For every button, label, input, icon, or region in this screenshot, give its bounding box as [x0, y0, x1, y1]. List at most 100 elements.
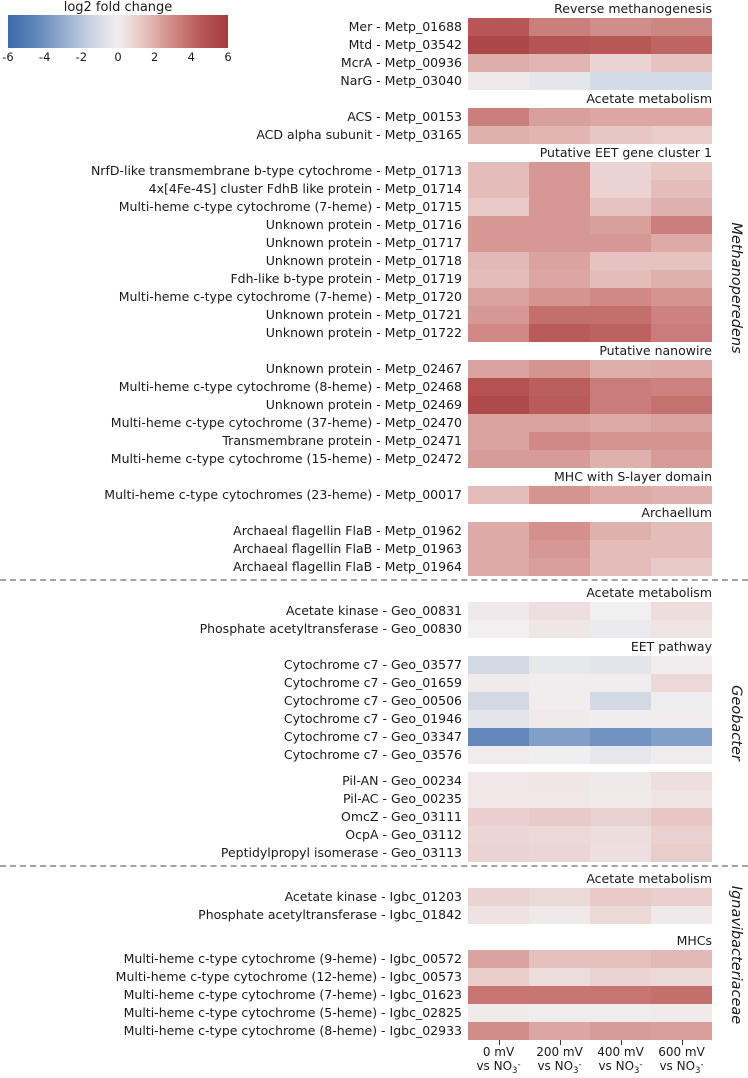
heatmap-cell	[590, 432, 651, 450]
heatmap-cell	[651, 324, 712, 342]
heatmap-cell	[651, 1022, 712, 1040]
x-axis-vs-text: vs NO	[598, 1059, 635, 1073]
heatmap-cell	[590, 198, 651, 216]
heatmap-row-cells	[468, 950, 712, 968]
heatmap-cell	[651, 36, 712, 54]
heatmap-row-cells	[468, 324, 712, 342]
heatmap-cell	[529, 288, 590, 306]
heatmap-cell	[529, 710, 590, 728]
heatmap-cell	[590, 180, 651, 198]
heatmap-cell	[529, 396, 590, 414]
heatmap-row: Unknown protein - Metp_01717	[0, 234, 748, 252]
row-label: Multi-heme c-type cytochrome (7-heme) - …	[123, 987, 462, 1002]
row-label: ACD alpha subunit - Metp_03165	[256, 127, 462, 142]
heatmap-cell	[468, 772, 529, 790]
heatmap-cell	[651, 540, 712, 558]
heatmap-cell	[651, 656, 712, 674]
heatmap-row: Multi-heme c-type cytochrome (9-heme) - …	[0, 950, 748, 968]
heatmap-cell	[590, 746, 651, 764]
heatmap-cell	[529, 234, 590, 252]
heatmap-row-cells	[468, 522, 712, 540]
heatmap-row-cells	[468, 844, 712, 862]
heatmap-row: Cytochrome c7 - Geo_03576	[0, 746, 748, 764]
heatmap-row: Mer - Metp_01688	[0, 18, 748, 36]
row-label: OcpA - Geo_03112	[345, 827, 462, 842]
x-axis-label-line1: 400 mV	[597, 1045, 644, 1059]
x-axis-label: 400 mV vs NO3-	[590, 1046, 651, 1078]
heatmap-cell	[590, 360, 651, 378]
heatmap-cell	[651, 844, 712, 862]
row-label: Phosphate acetyltransferase - Igbc_01842	[198, 907, 462, 922]
heatmap-cell	[468, 198, 529, 216]
heatmap-row-cells	[468, 674, 712, 692]
heatmap-cell	[590, 450, 651, 468]
organism-label: Methanoperedens	[728, 222, 744, 354]
heatmap-cell	[651, 558, 712, 576]
heatmap-cell	[529, 450, 590, 468]
heatmap-cell	[529, 844, 590, 862]
row-label: Unknown protein - Metp_01717	[265, 235, 462, 250]
heatmap-row-cells	[468, 906, 712, 924]
heatmap-cell	[590, 216, 651, 234]
heatmap-cell	[468, 602, 529, 620]
row-label: Pil-AC - Geo_00235	[342, 791, 462, 806]
heatmap-cell	[590, 888, 651, 906]
heatmap-row-cells	[468, 772, 712, 790]
heatmap-cell	[529, 674, 590, 692]
heatmap-cell	[651, 692, 712, 710]
colorbar-tick-label: 0	[114, 50, 122, 64]
x-axis-label-line2: vs NO3-	[529, 1059, 590, 1078]
heatmap-cell	[468, 288, 529, 306]
row-label: Unknown protein - Metp_01722	[265, 325, 462, 340]
heatmap-row: Archaeal flagellin FlaB - Metp_01962	[0, 522, 748, 540]
heatmap-cell	[590, 656, 651, 674]
heatmap-row: Unknown protein - Metp_01716	[0, 216, 748, 234]
row-label: Acetate kinase - Igbc_01203	[284, 889, 462, 904]
heatmap-cell	[529, 522, 590, 540]
heatmap-cell	[651, 252, 712, 270]
heatmap-row-cells	[468, 888, 712, 906]
heatmap-cell	[468, 540, 529, 558]
x-axis-label-line2: vs NO3-	[468, 1059, 529, 1078]
heatmap-cell	[529, 270, 590, 288]
heatmap-row-cells	[468, 252, 712, 270]
heatmap-cell	[651, 906, 712, 924]
heatmap-row-cells	[468, 826, 712, 844]
heatmap-cell	[590, 414, 651, 432]
heatmap-body: Reverse methanogenesis Mer - Metp_01688 Mt…	[0, 1, 748, 1040]
heatmap-cell	[590, 968, 651, 986]
heatmap-row-cells	[468, 54, 712, 72]
heatmap-cell	[590, 306, 651, 324]
heatmap-row-cells	[468, 216, 712, 234]
heatmap-row: Transmembrane protein - Metp_02471	[0, 432, 748, 450]
organism-group: Reverse methanogenesis Mer - Metp_01688 Mt…	[0, 1, 748, 576]
heatmap-row-cells	[468, 986, 712, 1004]
nitrate-subscript: 3	[573, 1066, 579, 1076]
row-label: McrA - Metp_00936	[340, 55, 462, 70]
heatmap-cell	[651, 126, 712, 144]
heatmap-row: Multi-heme c-type cytochrome (5-heme) - …	[0, 1004, 748, 1022]
heatmap-row-cells	[468, 18, 712, 36]
section-header: Acetate metabolism	[586, 91, 712, 106]
heatmap-row-cells	[468, 1004, 712, 1022]
heatmap-cell	[468, 486, 529, 504]
heatmap-cell	[651, 986, 712, 1004]
heatmap-cell	[529, 72, 590, 90]
heatmap-row: Phosphate acetyltransferase - Igbc_01842	[0, 906, 748, 924]
x-axis-tick	[620, 1040, 622, 1045]
heatmap-cell	[651, 826, 712, 844]
heatmap-row-cells	[468, 108, 712, 126]
heatmap-cell	[529, 602, 590, 620]
heatmap-cell	[529, 306, 590, 324]
heatmap-cell	[468, 656, 529, 674]
heatmap-cell	[651, 808, 712, 826]
row-label: Multi-heme c-type cytochrome (37-heme) -…	[110, 415, 462, 430]
row-label: Transmembrane protein - Metp_02471	[222, 433, 462, 448]
heatmap-cell	[529, 950, 590, 968]
heatmap-cell	[468, 216, 529, 234]
row-label: Multi-heme c-type cytochrome (15-heme) -…	[110, 451, 462, 466]
x-axis-label: 200 mV vs NO3-	[529, 1046, 590, 1078]
row-label: Unknown protein - Metp_01716	[265, 217, 462, 232]
heatmap-cell	[468, 72, 529, 90]
heatmap-cell	[468, 674, 529, 692]
